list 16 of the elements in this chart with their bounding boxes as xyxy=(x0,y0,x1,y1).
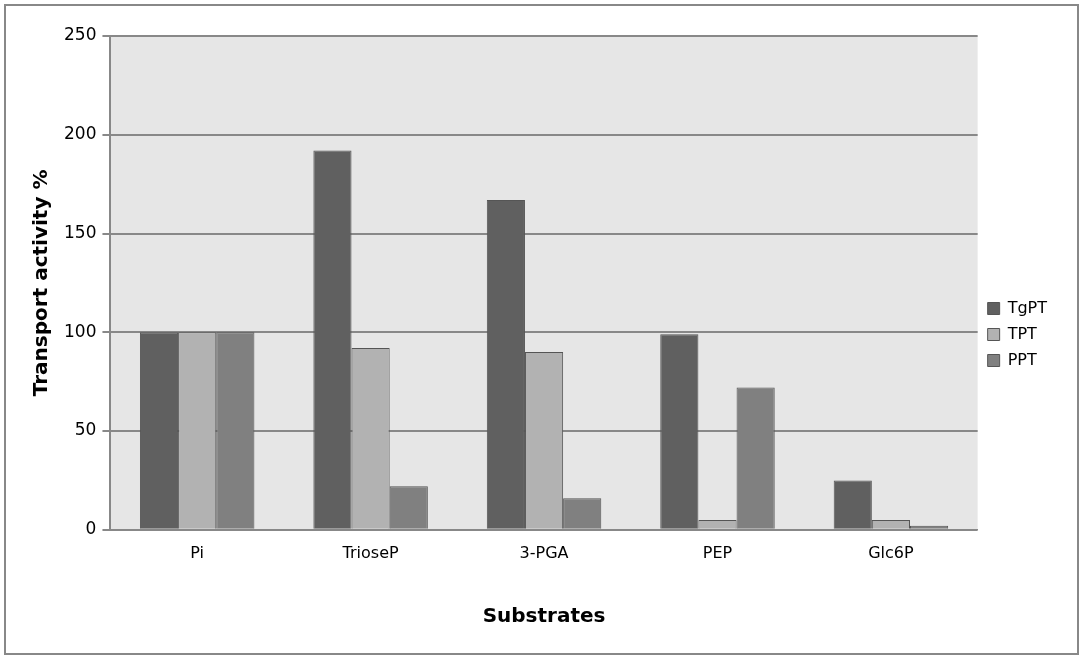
y-axis-title: Transport activity % xyxy=(28,169,53,397)
legend-label: PPT xyxy=(1007,349,1037,369)
y-tick-label: 0 xyxy=(85,518,97,539)
y-tick-label: 100 xyxy=(63,320,97,341)
y-tick-label: 250 xyxy=(63,24,97,45)
legend-label: TgPT xyxy=(1006,297,1048,317)
x-axis-title: Substrates xyxy=(482,603,606,628)
x-tick-label: PEP xyxy=(702,542,733,562)
y-tick-label: 200 xyxy=(63,123,97,144)
x-tick-label: TrioseP xyxy=(341,542,399,562)
x-tick-label: 3-PGA xyxy=(519,542,569,562)
x-tick-label: Glc6P xyxy=(868,542,915,562)
y-tick-label: 150 xyxy=(63,221,97,242)
y-tick-label: 50 xyxy=(74,419,97,440)
legend-label: TPT xyxy=(1006,323,1038,343)
x-tick-label: Pi xyxy=(190,542,205,562)
